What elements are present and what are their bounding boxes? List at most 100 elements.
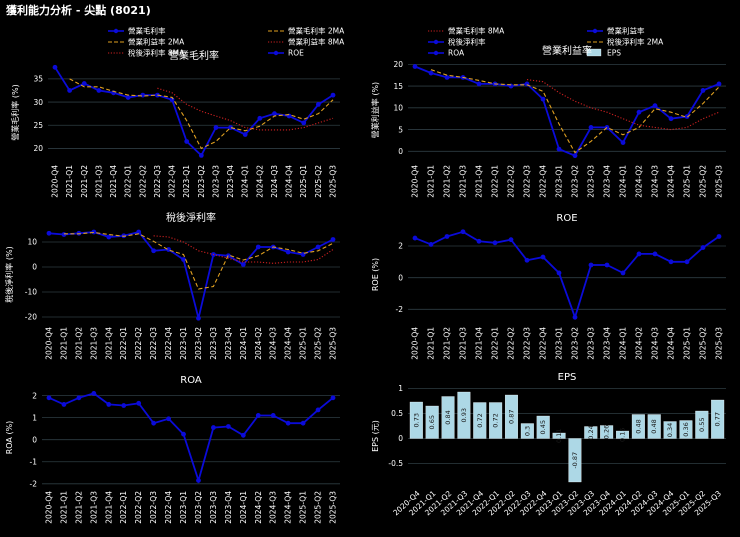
panel-title: ROA	[180, 375, 202, 386]
x-tick-label: 2025-Q1	[683, 327, 692, 360]
series-point	[46, 230, 52, 236]
x-tick-label: 2025-Q3	[329, 327, 338, 360]
eps-data-label: 0.36	[682, 422, 690, 436]
x-tick-label: 2023-Q1	[555, 165, 564, 198]
x-tick-label: 2022-Q2	[138, 165, 147, 198]
x-tick-label: 2025-Q1	[299, 327, 308, 360]
y-tick-label: 25	[33, 121, 43, 130]
x-tick-label: 2022-Q1	[491, 327, 500, 360]
x-tick-label: 2022-Q4	[164, 491, 173, 524]
x-tick-label: 2020-Q4	[411, 327, 420, 360]
legend-marker	[592, 28, 598, 34]
eps-bar	[504, 394, 518, 439]
eps-data-label: -0.87	[571, 452, 579, 469]
x-tick-label: 2025-Q3	[715, 165, 724, 198]
eps-data-label: 0.72	[476, 413, 484, 427]
series-point	[61, 232, 67, 237]
series-line	[48, 392, 334, 484]
x-tick-label: 2022-Q4	[164, 327, 173, 360]
series-point	[96, 88, 102, 93]
eps-bar	[489, 402, 503, 439]
x-tick-label: 2021-Q3	[89, 491, 98, 524]
series-point	[151, 248, 157, 254]
x-tick-label: 2022-Q1	[491, 165, 500, 198]
x-tick-label: 2023-Q2	[194, 491, 203, 524]
series-point	[476, 238, 482, 244]
series-point	[540, 254, 546, 260]
eps-bar	[584, 426, 598, 439]
y-tick-label: 15	[393, 82, 403, 91]
eps-bar	[695, 410, 709, 439]
eps-data-label: 0.87	[507, 410, 515, 424]
eps-data-label: 0.34	[666, 423, 674, 437]
y-tick-label: 35	[33, 75, 43, 84]
x-tick-label: 2025-Q3	[715, 327, 724, 360]
legend-swatch-eps	[586, 48, 602, 57]
series-point	[240, 262, 246, 267]
x-tick-label: 2025-Q3	[329, 165, 338, 198]
legend-label: 稅後淨利率	[448, 37, 486, 47]
x-tick-label: 2021-Q3	[89, 327, 98, 360]
y-tick-label: 0	[32, 435, 37, 444]
x-tick-label: 2023-Q4	[603, 165, 612, 198]
x-tick-label: 2023-Q3	[209, 327, 218, 360]
series-point	[315, 244, 321, 250]
x-tick-label: 2024-Q3	[651, 165, 660, 198]
x-tick-label: 2020-Q4	[51, 165, 60, 198]
x-tick-label: 2023-Q1	[182, 165, 191, 198]
x-tick-label: 2021-Q1	[59, 491, 68, 524]
series-point	[428, 242, 434, 247]
series-point	[255, 244, 261, 250]
legend-marker	[433, 39, 439, 45]
y-tick-label: 10	[393, 104, 403, 113]
y-tick-label: -1	[30, 457, 38, 466]
series-point	[285, 249, 291, 255]
series-point	[225, 424, 231, 429]
y-tick-label: 5	[398, 125, 403, 134]
series-point	[476, 81, 482, 87]
x-tick-label: 2022-Q2	[507, 165, 516, 198]
eps-data-label: 0.45	[539, 420, 547, 434]
x-tick-label: 2024-Q2	[254, 327, 263, 360]
series-point	[636, 251, 642, 257]
legend-label: 營業利益率	[607, 26, 645, 36]
y-tick-label: -2	[396, 305, 404, 314]
eps-bar	[441, 396, 455, 439]
x-tick-label: 2023-Q2	[571, 165, 580, 198]
x-tick-label: 2025-Q1	[683, 165, 692, 198]
x-tick-label: 2022-Q2	[134, 327, 143, 360]
series-point	[184, 139, 190, 144]
series-point	[125, 95, 131, 100]
series-point	[285, 420, 291, 426]
y-tick-label: 0	[398, 147, 403, 156]
y-tick-label: -20	[25, 313, 37, 322]
x-tick-label: 2024-Q1	[619, 165, 628, 198]
eps-data-label: 0.93	[460, 408, 468, 422]
series-point	[700, 88, 706, 93]
x-tick-label: 2021-Q4	[104, 327, 113, 360]
x-tick-label: 2023-Q4	[224, 327, 233, 360]
eps-bar	[647, 414, 661, 439]
series-point	[716, 234, 722, 239]
x-tick-label: 2022-Q3	[523, 165, 532, 198]
series-point	[257, 115, 263, 121]
eps-bar	[425, 405, 439, 439]
x-tick-label: 2023-Q3	[209, 491, 218, 524]
series-line	[526, 79, 720, 131]
series-point	[181, 431, 186, 437]
eps-bar	[679, 420, 693, 439]
series-line	[63, 231, 334, 290]
x-tick-label: 2020-Q4	[45, 327, 54, 360]
x-tick-label: 2021-Q1	[427, 327, 436, 360]
series-point	[228, 125, 233, 130]
x-tick-label: 2023-Q2	[197, 165, 206, 198]
legend-label: ROE	[288, 49, 304, 58]
x-tick-label: 2024-Q1	[239, 491, 248, 524]
eps-data-label: 0.48	[634, 419, 642, 433]
y-tick-label: -2	[30, 479, 38, 488]
y-tick-label: 20	[393, 60, 403, 69]
x-tick-label: 2025-Q2	[314, 165, 323, 198]
y-axis-label: 稅後淨利率 (%)	[4, 246, 14, 302]
series-point	[588, 262, 594, 268]
y-tick-label: 30	[33, 98, 43, 107]
